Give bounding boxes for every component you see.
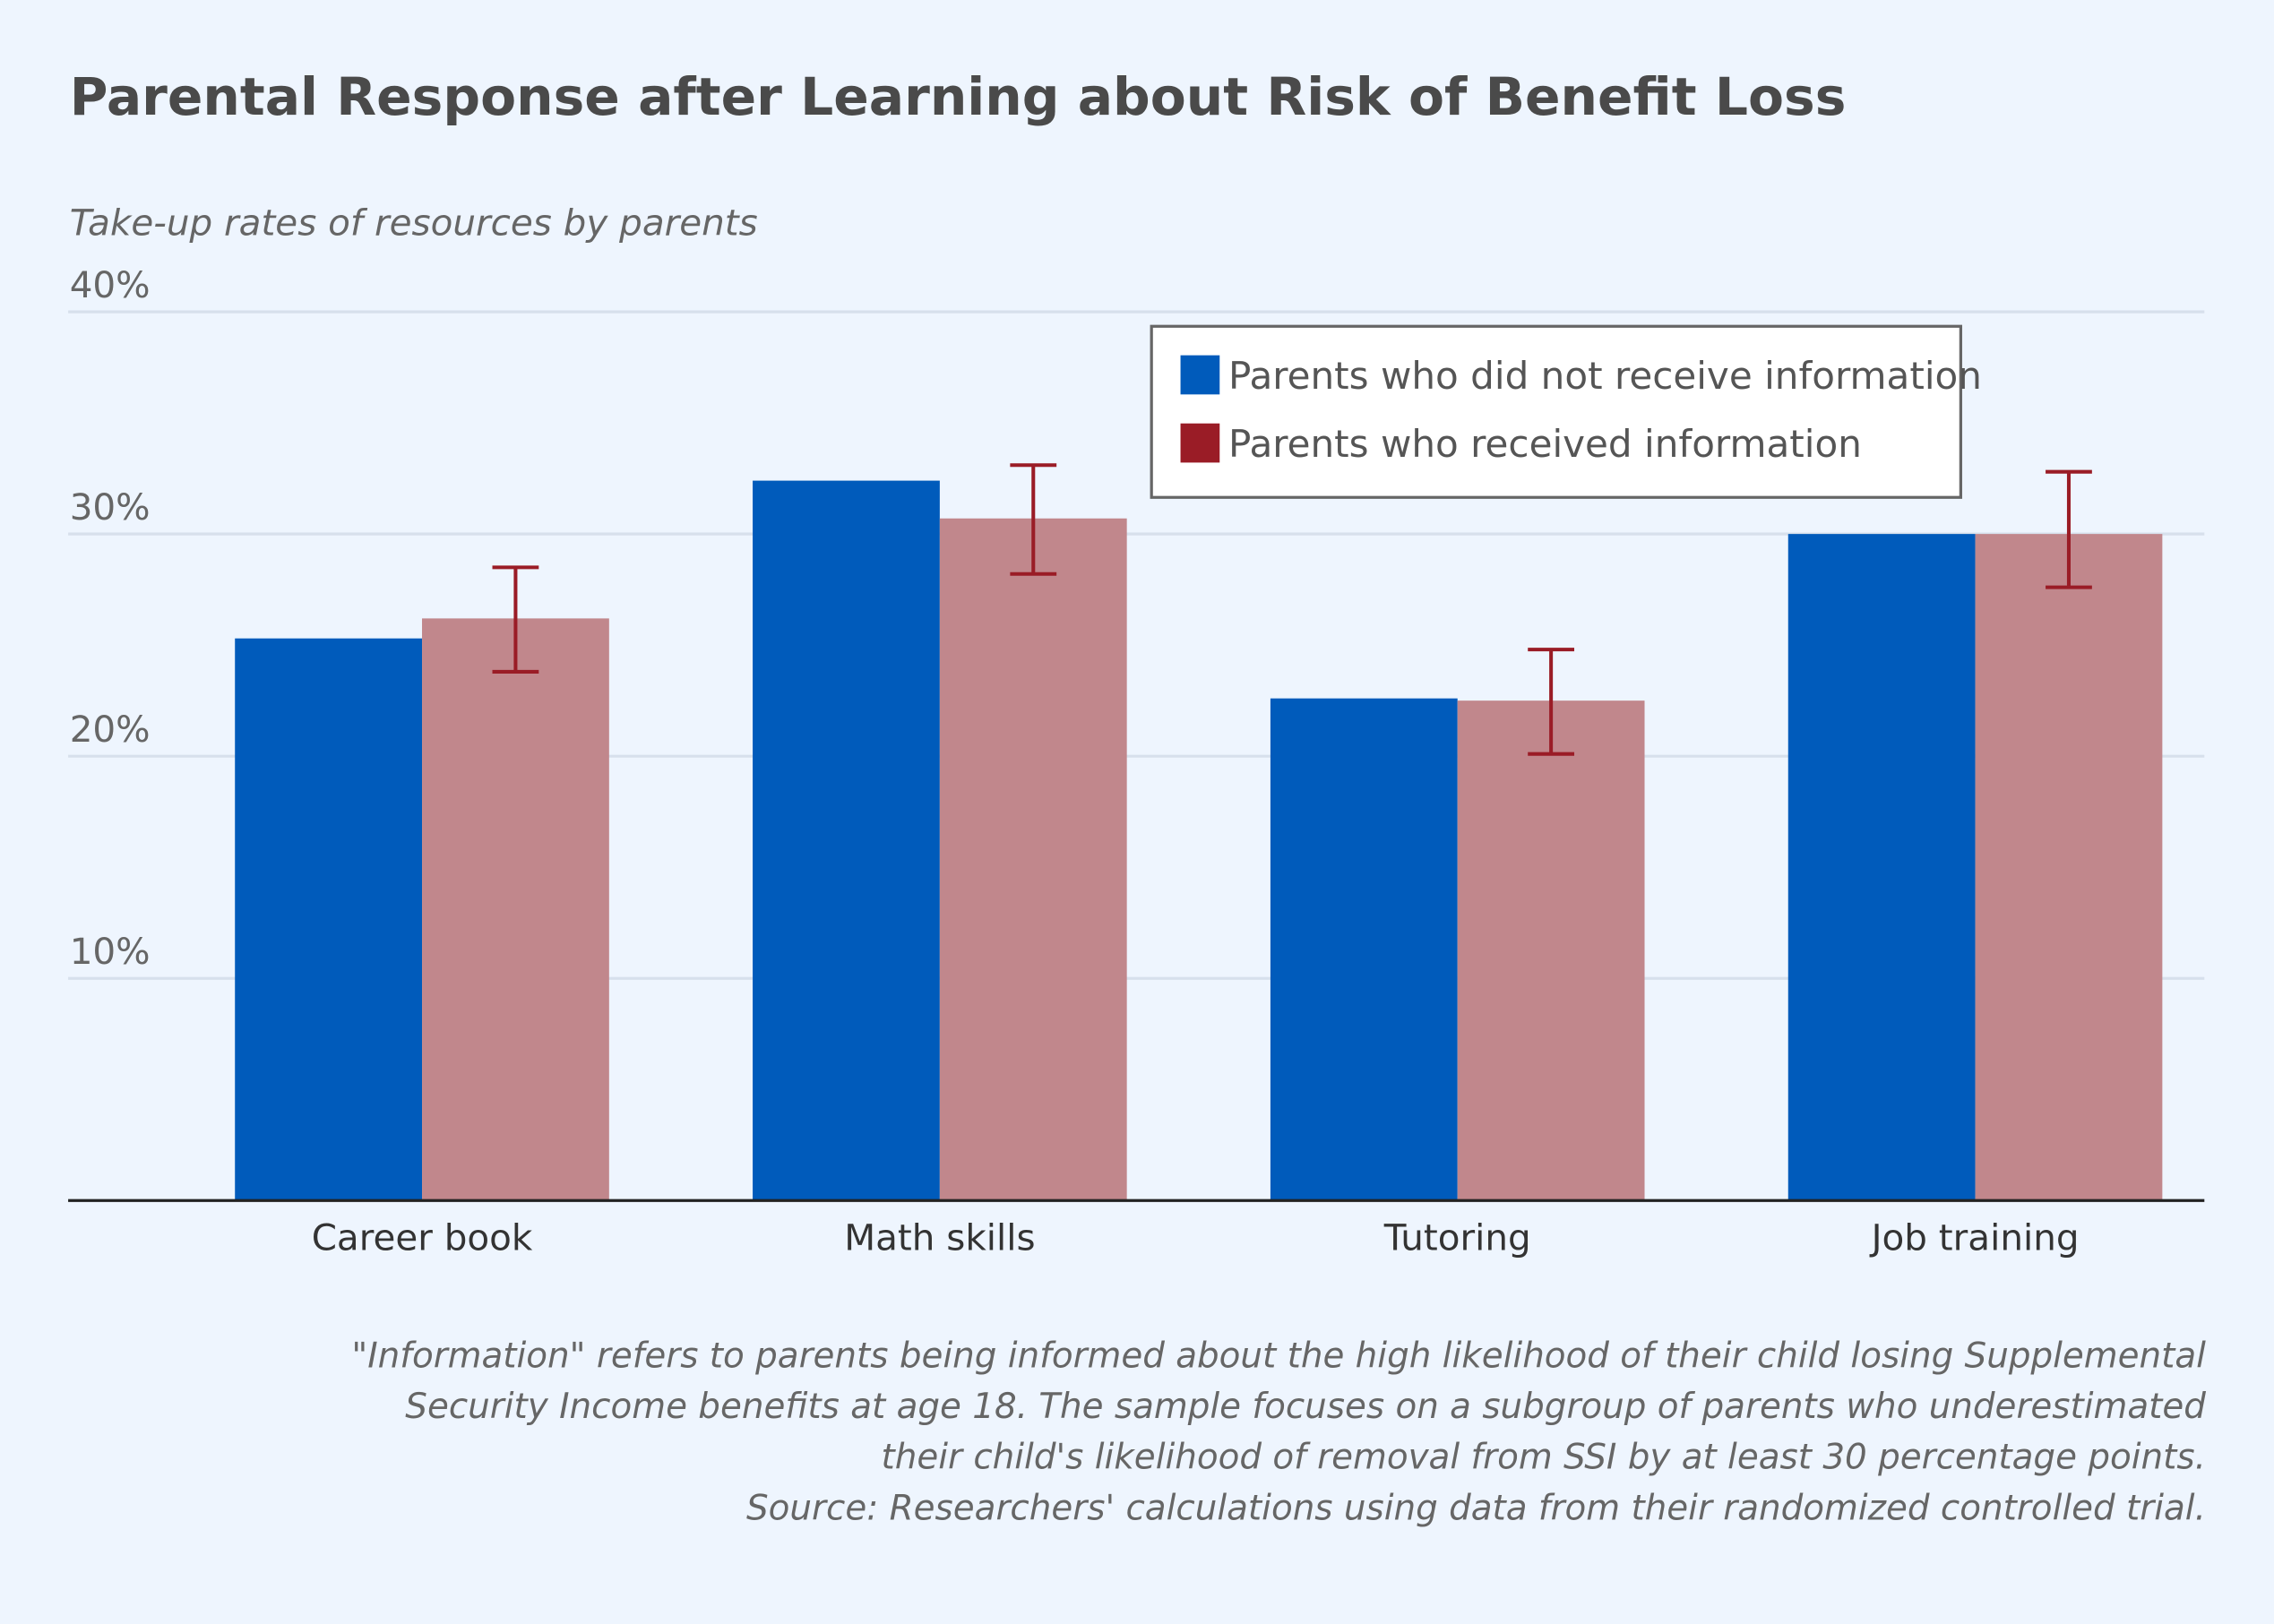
footnote-line: Security Income benefits at age 18. The … <box>405 1387 2206 1427</box>
error-bar <box>1528 648 1575 756</box>
y-tick-label: 20% <box>70 708 151 751</box>
x-tick-label: Tutoring <box>1383 1216 1531 1259</box>
bar-no-info <box>1787 534 1976 1201</box>
chart-subtitle: Take-up rates of resources by parents <box>70 201 758 244</box>
y-tick-label: 30% <box>70 485 151 528</box>
legend-box <box>1150 324 1962 499</box>
chart-title: Parental Response after Learning about R… <box>70 66 1847 127</box>
x-tick-label: Career book <box>312 1216 533 1259</box>
x-tick-label: Math skills <box>844 1216 1035 1259</box>
footnote-line: Source: Researchers' calculations using … <box>746 1488 2206 1528</box>
x-tick-label: Job training <box>1869 1216 2080 1259</box>
y-tick-label: 10% <box>70 930 151 973</box>
bar-info <box>1457 700 1645 1201</box>
y-tick-label: 40% <box>70 263 151 306</box>
error-bar <box>492 565 539 674</box>
bar-no-info <box>1270 698 1458 1201</box>
bar-info <box>939 518 1127 1201</box>
footnote-line: "Information" refers to parents being in… <box>351 1336 2206 1376</box>
bar-info <box>1975 534 2163 1201</box>
bar-no-info <box>753 480 940 1201</box>
legend: Parents who did not receive information … <box>1150 324 1982 499</box>
legend-label-info: Parents who received information <box>1228 422 1862 466</box>
error-bar <box>1010 463 1057 576</box>
legend-label-no-info: Parents who did not receive information <box>1228 354 1982 398</box>
footnote-line: their child's likelihood of removal from… <box>882 1438 2206 1478</box>
legend-swatch-info <box>1180 423 1220 463</box>
error-bar <box>2046 469 2092 589</box>
bar-no-info <box>235 638 423 1201</box>
legend-swatch-no-info <box>1180 355 1220 395</box>
bar-info <box>422 618 609 1201</box>
